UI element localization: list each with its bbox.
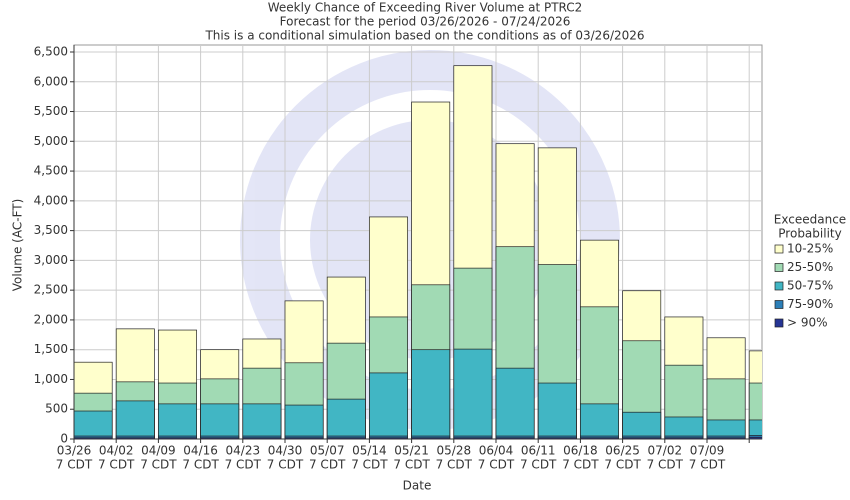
x-tick-sublabel: 7 CDT	[182, 458, 219, 472]
bar	[495, 367, 535, 440]
chart-subtitle: Forecast for the period 03/26/2026 - 07/…	[280, 15, 571, 29]
y-tick-label: 2,500	[34, 283, 68, 297]
x-tick-label: 03/26	[57, 444, 92, 458]
legend-label: 50-75%	[787, 279, 833, 293]
y-tick-label: 2,000	[34, 312, 68, 326]
y-tick-label: 3,500	[34, 223, 68, 237]
y-tick-label: 5,000	[34, 134, 68, 148]
bar	[74, 410, 113, 440]
plot-group	[74, 45, 762, 440]
bar	[158, 403, 197, 440]
y-tick-label: 1,500	[34, 342, 68, 356]
x-axis-label: Date	[403, 479, 432, 493]
y-tick-label: 4,000	[34, 193, 68, 207]
x-tick-sublabel: 7 CDT	[140, 458, 177, 472]
y-tick-label: 4,500	[34, 164, 68, 178]
x-tick-sublabel: 7 CDT	[689, 458, 726, 472]
x-tick-sublabel: 7 CDT	[351, 458, 388, 472]
legend-label: > 90%	[787, 316, 828, 330]
legend-label: 10-25%	[787, 242, 833, 256]
x-tick-sublabel: 7 CDT	[604, 458, 641, 472]
x-tick-sublabel: 7 CDT	[436, 458, 473, 472]
legend-label: 25-50%	[787, 260, 833, 274]
bar	[242, 403, 282, 440]
bar	[453, 348, 493, 440]
legend-label: 75-90%	[787, 297, 833, 311]
bar	[369, 372, 408, 440]
x-tick-sublabel: 7 CDT	[309, 458, 346, 472]
y-tick-label: 0	[60, 432, 68, 446]
x-tick-label: 05/07	[310, 444, 345, 458]
x-tick-sublabel: 7 CDT	[478, 458, 515, 472]
x-tick-label: 06/25	[605, 444, 640, 458]
bar	[748, 419, 762, 440]
legend-swatch	[774, 318, 784, 328]
x-tick-label: 06/11	[521, 444, 556, 458]
legend-swatch	[774, 281, 784, 291]
y-axis-label: Volume (AC-FT)	[11, 199, 25, 292]
x-tick-label: 05/14	[352, 444, 387, 458]
x-tick-sublabel: 7 CDT	[225, 458, 262, 472]
x-tick-sublabel: 7 CDT	[98, 458, 135, 472]
x-tick-sublabel: 7 CDT	[56, 458, 93, 472]
y-tick-label: 6,500	[34, 45, 68, 59]
bar	[537, 382, 577, 440]
x-tick-sublabel: 7 CDT	[267, 458, 304, 472]
y-tick-label: 5,500	[34, 104, 68, 118]
bar	[115, 400, 155, 440]
y-tick-label: 500	[45, 402, 68, 416]
chart-title: Weekly Chance of Exceeding River Volume …	[268, 1, 583, 15]
bar	[580, 403, 619, 440]
x-tick-label: 04/16	[183, 444, 218, 458]
legend-swatch	[774, 244, 784, 254]
chart-subtitle: This is a conditional simulation based o…	[204, 29, 644, 43]
x-tick-label: 04/23	[226, 444, 261, 458]
legend-title: Probability	[778, 227, 841, 241]
y-tick-label: 6,000	[34, 74, 68, 88]
x-tick-label: 04/09	[141, 444, 176, 458]
x-tick-label: 05/28	[437, 444, 472, 458]
bar	[284, 404, 324, 440]
bar	[622, 411, 662, 440]
y-tick-label: 3,000	[34, 253, 68, 267]
y-tick-label: 1,000	[34, 372, 68, 386]
x-tick-label: 06/18	[563, 444, 598, 458]
x-tick-label: 05/21	[394, 444, 429, 458]
bar	[411, 349, 451, 440]
x-tick-sublabel: 7 CDT	[562, 458, 599, 472]
legend-title: Exceedance	[774, 213, 846, 227]
x-tick-sublabel: 7 CDT	[520, 458, 557, 472]
bar	[200, 403, 240, 440]
legend-swatch	[774, 300, 784, 309]
x-tick-label: 04/30	[268, 444, 303, 458]
x-tick-label: 07/02	[648, 444, 683, 458]
bar	[326, 398, 366, 440]
x-tick-label: 06/04	[479, 444, 514, 458]
x-tick-label: 07/09	[690, 444, 725, 458]
bar	[748, 436, 762, 440]
x-tick-label: 04/02	[99, 444, 134, 458]
x-tick-sublabel: 7 CDT	[647, 458, 684, 472]
legend-swatch	[774, 263, 784, 272]
x-tick-sublabel: 7 CDT	[393, 458, 430, 472]
